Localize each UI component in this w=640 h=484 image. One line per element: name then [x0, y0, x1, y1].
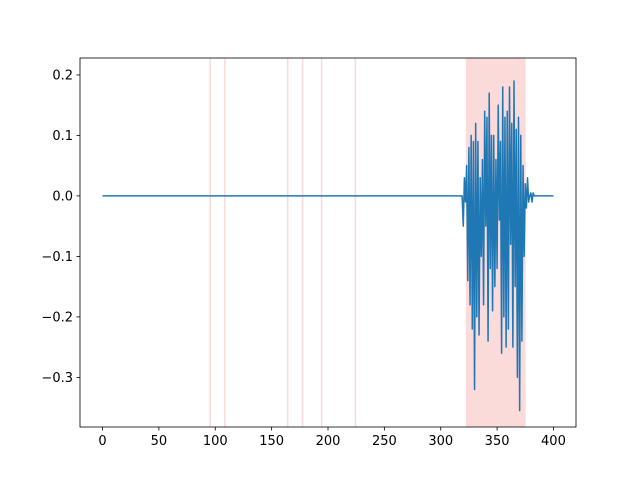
x-tick-label: 0 — [98, 434, 106, 449]
x-tick-label: 400 — [541, 434, 566, 449]
y-tick-label: −0.3 — [41, 371, 73, 386]
highlight-span — [301, 58, 304, 427]
y-tick-label: −0.2 — [41, 310, 73, 325]
y-tick-label: 0.0 — [52, 189, 73, 204]
x-tick-label: 150 — [259, 434, 284, 449]
highlight-span — [320, 58, 323, 427]
x-tick-label: 100 — [203, 434, 228, 449]
y-tick-label: 0.1 — [52, 129, 73, 144]
highlight-span — [224, 58, 226, 427]
highlight-span — [209, 58, 211, 427]
y-tick-label: 0.2 — [52, 68, 73, 83]
x-tick-label: 50 — [151, 434, 168, 449]
x-tick-label: 350 — [485, 434, 510, 449]
x-tick-label: 200 — [316, 434, 341, 449]
highlight-span — [286, 58, 289, 427]
x-tick-label: 300 — [428, 434, 453, 449]
y-tick-label: −0.1 — [41, 250, 73, 265]
x-tick-label: 250 — [372, 434, 397, 449]
highlight-span — [354, 58, 357, 427]
data-line — [102, 80, 554, 412]
